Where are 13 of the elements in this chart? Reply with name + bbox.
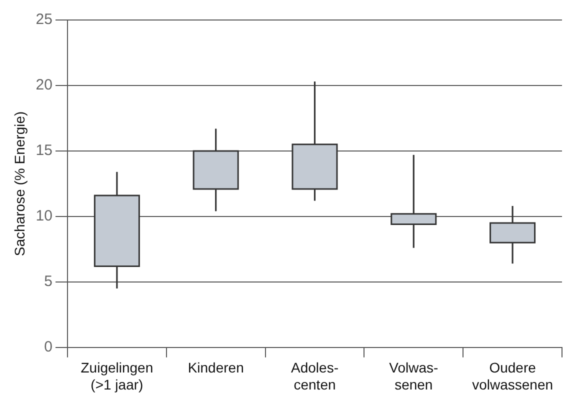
y-axis-title: Sacharose (% Energie) (11, 111, 28, 256)
y-tick-label: 5 (44, 273, 52, 290)
x-tick-label: Zuigelingen (>1 jaar) (80, 360, 154, 392)
y-tick-label: 0 (44, 338, 52, 356)
x-tick-label: Kinderen (188, 360, 244, 376)
y-tick-label: 20 (36, 76, 52, 94)
y-tick-label: 15 (36, 142, 52, 160)
y-tick-label: 10 (36, 208, 52, 225)
x-tick-label: Volwas- senen (389, 360, 438, 392)
y-tick-label: 25 (36, 11, 52, 28)
candlestick (390, 154, 437, 249)
x-tick-label: Oudere volwassenen (472, 360, 554, 392)
x-tick-label: Adoles- centen (291, 360, 339, 392)
